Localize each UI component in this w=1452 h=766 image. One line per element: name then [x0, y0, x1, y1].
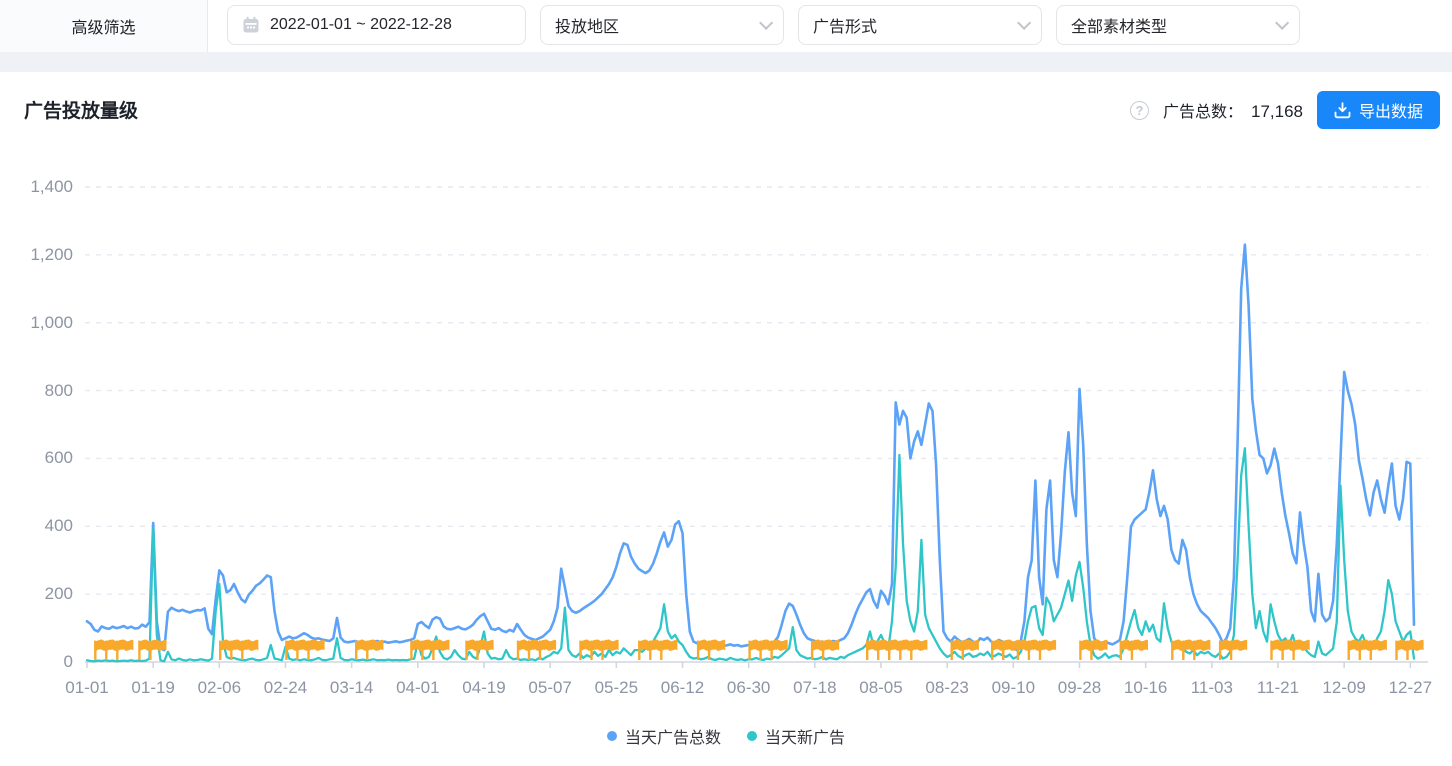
legend-label: 当天新广告	[765, 730, 846, 747]
flag-icon[interactable]	[961, 639, 979, 660]
y-axis-tick-label: 0	[63, 652, 73, 671]
flag-icon[interactable]	[307, 639, 325, 660]
x-axis-tick-label: 11-03	[1190, 678, 1233, 697]
flag-icon[interactable]	[821, 639, 840, 660]
calendar-icon	[243, 16, 259, 33]
ad-format-select-value: 广告形式	[813, 19, 878, 36]
date-range-picker[interactable]: 2022-01-01 ~ 2022-12-28	[227, 5, 526, 45]
help-icon[interactable]: ?	[1129, 100, 1149, 120]
x-axis-tick-label: 07-18	[793, 678, 837, 697]
export-data-button[interactable]: 导出数据	[1316, 91, 1440, 129]
legend-label: 当天广告总数	[624, 730, 721, 747]
y-axis-tick-label: 1,400	[30, 177, 73, 196]
legend-dot-icon	[606, 731, 617, 741]
y-axis-tick-label: 1,000	[30, 312, 73, 332]
flag-icon[interactable]	[366, 639, 384, 660]
y-axis-tick-label: 800	[44, 380, 73, 400]
chevron-down-icon	[759, 15, 774, 30]
advanced-filter-button[interactable]: 高级筛选	[0, 0, 208, 52]
flag-icon[interactable]	[707, 639, 726, 660]
chart-canvas[interactable]	[0, 142, 1452, 766]
x-axis-tick-label: 12-27	[1388, 678, 1433, 697]
x-axis-tick-label: 01-19	[131, 678, 175, 697]
legend-item-total-ads[interactable]: 当天广告总数	[606, 724, 721, 748]
section-divider-band	[0, 52, 1452, 72]
x-axis-tick-label: 06-30	[726, 678, 771, 697]
page-title: 广告投放量级	[24, 101, 139, 122]
chart-legend: 当天广告总数 当天新广告	[0, 724, 1452, 748]
ad-total-label: 广告总数：	[1162, 104, 1243, 121]
x-axis-tick-label: 04-01	[396, 678, 440, 697]
filter-bar: 高级筛选 2022-01-01 ~ 2022-12-28 投放地区 广告形式 全…	[0, 0, 1452, 52]
legend-item-new-ads[interactable]: 当天新广告	[747, 724, 845, 748]
ad-total-value: 17,168	[1250, 102, 1303, 121]
flag-icon[interactable]	[476, 639, 494, 660]
chevron-down-icon	[1275, 15, 1290, 30]
x-axis-tick-label: 05-25	[594, 678, 639, 697]
x-axis-tick-label: 09-10	[991, 678, 1036, 697]
flag-icon[interactable]	[241, 639, 259, 660]
chart-panel-header: 广告投放量级 ? 广告总数： 17,168 导出数据	[0, 72, 1452, 142]
material-type-select-value: 全部素材类型	[1071, 19, 1168, 36]
flag-icon[interactable]	[660, 639, 678, 660]
x-axis-tick-label: 12-09	[1322, 678, 1366, 697]
flag-icon[interactable]	[116, 639, 134, 660]
x-axis-tick-label: 02-24	[263, 678, 308, 697]
line-chart[interactable]: 0 200 400 600 800 1,000 1,200 1,400 01-01 01-19 0…	[0, 142, 1452, 766]
flag-icon[interactable]	[910, 639, 928, 660]
flag-icon[interactable]	[149, 639, 167, 660]
flag-icon[interactable]	[1193, 639, 1211, 660]
x-axis-tick-label: 05-07	[528, 678, 572, 697]
export-data-label: 导出数据	[1358, 104, 1423, 121]
flag-icon[interactable]	[538, 639, 557, 660]
flag-icon[interactable]	[1130, 639, 1148, 660]
x-axis-tick-label: 08-23	[925, 678, 969, 697]
ad-format-select[interactable]: 广告形式	[798, 5, 1042, 45]
x-axis-tick-label: 02-06	[197, 678, 242, 697]
date-range-value: 2022-01-01 ~ 2022-12-28	[270, 16, 452, 33]
x-axis-tick-label: 08-05	[859, 678, 903, 697]
flag-icon[interactable]	[770, 639, 788, 660]
flag-icon[interactable]	[432, 639, 450, 660]
flag-icon[interactable]	[1001, 639, 1020, 660]
series-line-total	[85, 243, 1416, 652]
x-axis-tick-label: 04-19	[462, 678, 506, 697]
flag-icon[interactable]	[1369, 639, 1387, 660]
x-axis-tick-label: 01-01	[65, 678, 109, 697]
flag-icon[interactable]	[1229, 639, 1248, 660]
x-axis-tick-label: 09-28	[1057, 678, 1102, 697]
material-type-select[interactable]: 全部素材类型	[1056, 5, 1300, 45]
x-axis-tick-label: 06-12	[660, 678, 705, 697]
y-axis-tick-label: 200	[44, 584, 73, 604]
download-icon	[1334, 101, 1351, 118]
x-axis-tick-label: 03-14	[329, 678, 374, 697]
region-select[interactable]: 投放地区	[540, 5, 784, 45]
ad-total-counter: 广告总数： 17,168	[1163, 98, 1303, 122]
x-axis-tick-label: 11-21	[1256, 678, 1300, 697]
y-axis-tick-label: 1,200	[30, 244, 73, 264]
advanced-filter-label: 高级筛选	[71, 20, 136, 37]
flag-icon[interactable]	[1090, 639, 1108, 660]
legend-dot-icon	[747, 731, 757, 741]
y-axis-tick-label: 400	[44, 516, 73, 536]
y-axis-tick-label: 600	[44, 448, 73, 468]
region-select-value: 投放地区	[555, 19, 620, 36]
x-axis-tick-label: 10-16	[1123, 678, 1168, 697]
chevron-down-icon	[1017, 15, 1032, 30]
flag-icon[interactable]	[1406, 639, 1424, 660]
flag-icon[interactable]	[1292, 639, 1310, 660]
flag-icon[interactable]	[1038, 639, 1057, 660]
flag-icon[interactable]	[601, 639, 619, 660]
